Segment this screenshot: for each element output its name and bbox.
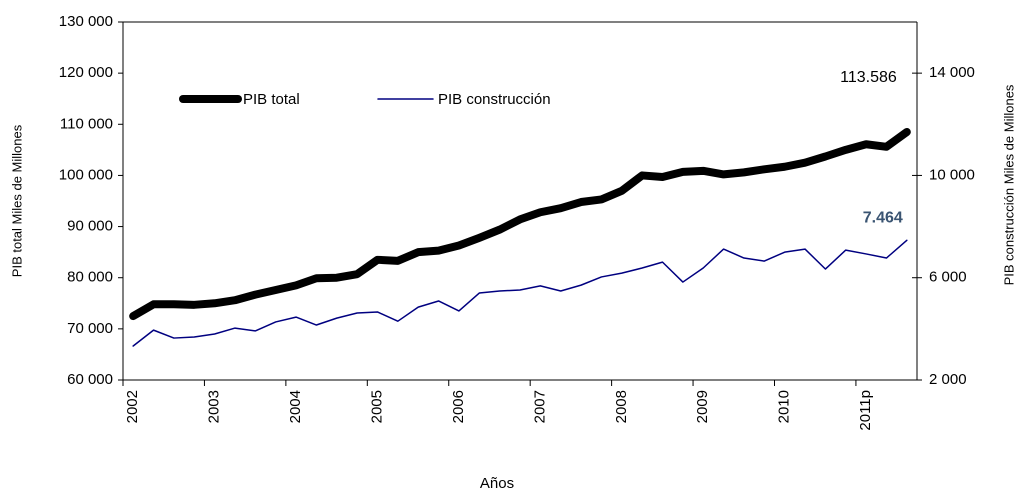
x-tick-label: 2002 (124, 390, 141, 423)
x-tick-label: 2008 (613, 390, 630, 423)
series-line (132, 239, 908, 347)
y2-axis-label: PIB construcción Miles de Millones (1001, 84, 1016, 285)
legend-label: PIB construcción (438, 91, 551, 108)
x-tick-label: 2004 (287, 390, 304, 423)
x-tick-label: 2005 (368, 390, 385, 423)
y2-tick-label: 14 000 (929, 64, 975, 81)
y-tick-label: 80 000 (67, 269, 113, 286)
y2-tick-label: 2 000 (929, 371, 967, 388)
y-tick-label: 60 000 (67, 371, 113, 388)
x-tick-label: 2009 (694, 390, 711, 423)
y2-tick-label: 6 000 (929, 269, 967, 286)
series-line (129, 127, 911, 321)
y-axis-label: PIB total Miles de Millones (9, 124, 24, 277)
x-axis-label: Años (480, 475, 514, 492)
legend-label: PIB total (243, 91, 300, 108)
x-tick-label: 2003 (206, 390, 223, 423)
y2-tick-label: 10 000 (929, 166, 975, 183)
y-tick-label: 90 000 (67, 218, 113, 235)
data-label: 7.464 (863, 209, 903, 226)
y-tick-label: 70 000 (67, 320, 113, 337)
data-label: 113.586 (840, 69, 897, 86)
y-tick-label: 120 000 (59, 64, 113, 81)
y-tick-label: 100 000 (59, 166, 113, 183)
x-tick-label: 2010 (776, 390, 793, 423)
x-tick-label: 2007 (531, 390, 548, 423)
y-tick-label: 110 000 (60, 115, 113, 132)
x-tick-label: 2006 (450, 390, 467, 423)
x-tick-label: 2011p (857, 390, 874, 431)
y-tick-label: 130 000 (59, 13, 113, 30)
